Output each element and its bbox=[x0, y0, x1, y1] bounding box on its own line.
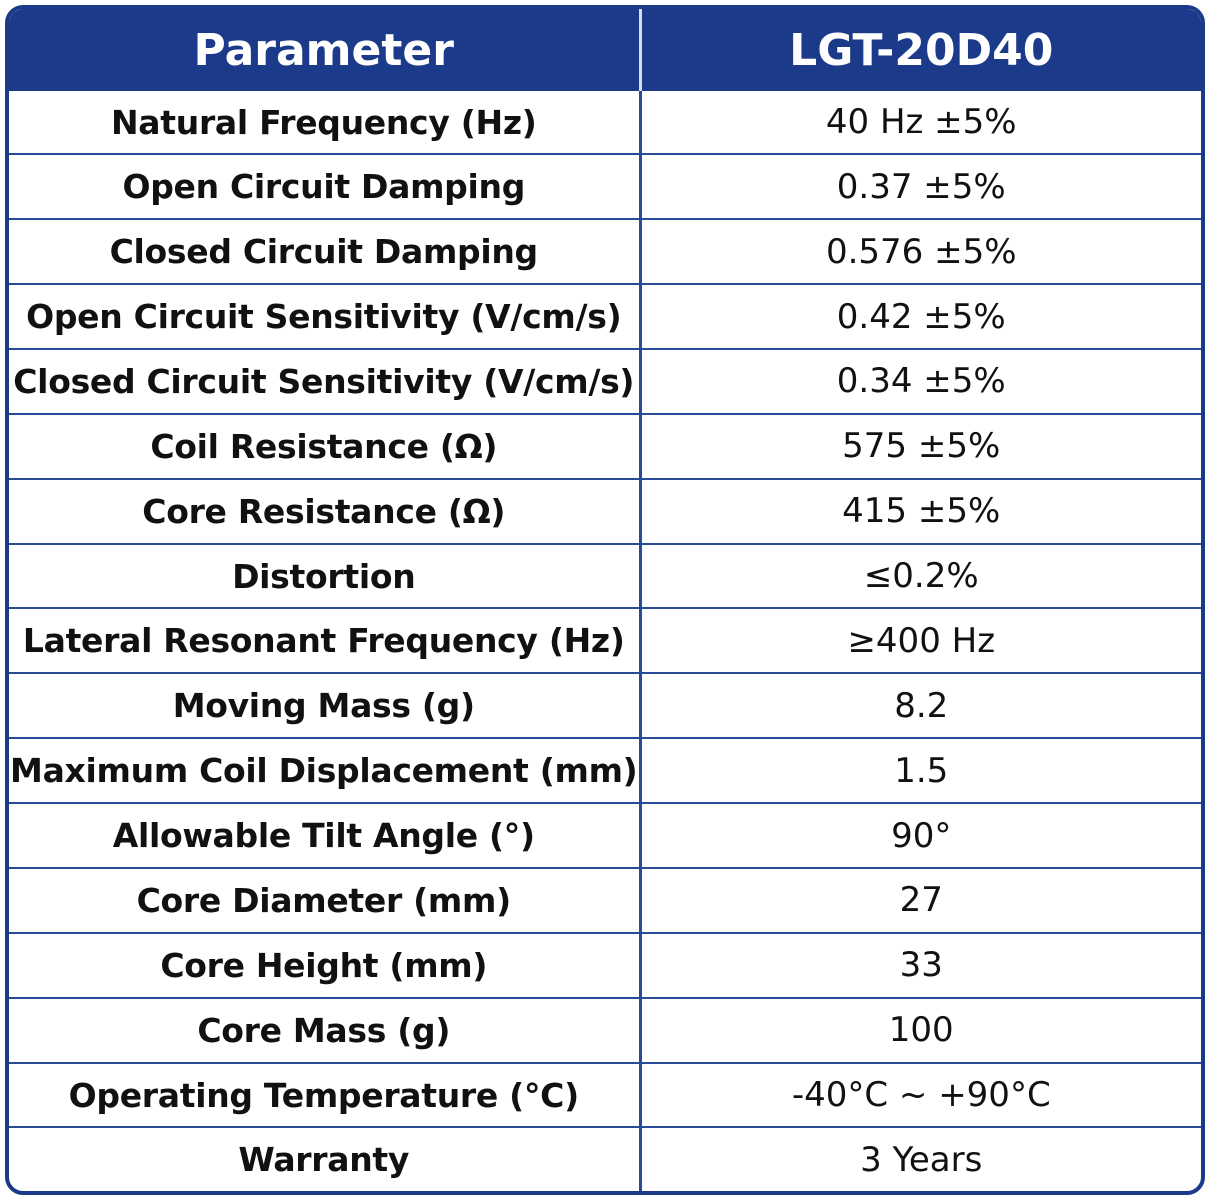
row-value: 40 Hz ±5% bbox=[825, 102, 1017, 143]
row-value: 3 Years bbox=[640, 1126, 1201, 1191]
row-parameter: Coil Resistance (Ω) bbox=[9, 412, 642, 479]
row-parameter: Open Circuit Sensitivity (V/cm/s) bbox=[9, 283, 642, 349]
row-parameter: Lateral Resonant Frequency (Hz) bbox=[9, 607, 642, 674]
table-row: Open Circuit Sensitivity (V/cm/s) 0.42 ±… bbox=[9, 283, 1201, 349]
row-value: ≤0.2% bbox=[640, 542, 1201, 609]
header-parameter: Parameter bbox=[9, 9, 642, 91]
row-parameter: Core Height (mm) bbox=[9, 931, 642, 998]
table-row: Closed Circuit Sensitivity (V/cm/s) 0.34… bbox=[9, 347, 1201, 414]
table-body: Natural Frequency (Hz) 40 Hz ±5% Open Ci… bbox=[9, 91, 1201, 1191]
table-row: Allowable Tilt Angle (°) 90° bbox=[9, 802, 1201, 868]
row-value: ≥400 Hz bbox=[640, 607, 1201, 674]
row-parameter: Core Mass (g) bbox=[9, 996, 642, 1063]
row-parameter: Distortion bbox=[9, 542, 642, 609]
row-value: 1.5 bbox=[640, 737, 1201, 804]
row-parameter: Maximum Coil Displacement (mm) bbox=[9, 737, 642, 804]
row-parameter: Core Diameter (mm) bbox=[9, 866, 642, 933]
table-header: Parameter LGT-20D40 bbox=[9, 9, 1201, 91]
table-row: Core Diameter (mm) 27 bbox=[9, 866, 1201, 933]
row-value: 415 ±5% bbox=[640, 477, 1201, 544]
row-parameter: Closed Circuit Damping bbox=[9, 218, 642, 285]
row-parameter: Open Circuit Damping bbox=[9, 153, 642, 220]
row-value: 0.42 ±5% bbox=[640, 283, 1201, 349]
table-row: Maximum Coil Displacement (mm) 1.5 bbox=[9, 737, 1201, 804]
table-row: Warranty 3 Years bbox=[9, 1126, 1201, 1191]
row-parameter: Closed Circuit Sensitivity (V/cm/s) bbox=[9, 347, 642, 414]
spec-table: Parameter LGT-20D40 Natural Frequency (H… bbox=[5, 5, 1205, 1195]
row-value: 8.2 bbox=[640, 672, 1201, 739]
row-value: 27 bbox=[640, 866, 1201, 933]
row-value: 0.34 ±5% bbox=[640, 347, 1201, 414]
row-parameter: Core Resistance (Ω) bbox=[9, 477, 642, 544]
row-parameter: Operating Temperature (°C) bbox=[9, 1061, 642, 1128]
table-row: Coil Resistance (Ω) 575 ±5% bbox=[9, 412, 1201, 479]
table-row: Distortion ≤0.2% bbox=[9, 542, 1201, 609]
row-parameter: Natural Frequency (Hz) bbox=[9, 91, 642, 155]
header-model: LGT-20D40 bbox=[640, 9, 1201, 91]
row-value: 0.37 ±5% bbox=[640, 153, 1201, 220]
table-row: Open Circuit Damping 0.37 ±5% bbox=[9, 153, 1201, 220]
row-value: 100 bbox=[640, 996, 1201, 1063]
row-value: 575 ±5% bbox=[640, 412, 1201, 479]
table-row: Core Height (mm) 33 bbox=[9, 931, 1201, 998]
row-parameter: Allowable Tilt Angle (°) bbox=[9, 802, 642, 868]
header-row: Parameter LGT-20D40 bbox=[9, 9, 1201, 91]
row-value: 33 bbox=[640, 931, 1201, 998]
row-parameter: Moving Mass (g) bbox=[9, 672, 642, 739]
row-value: -40°C ~ +90°C bbox=[640, 1061, 1201, 1128]
table-row: Operating Temperature (°C) -40°C ~ +90°C bbox=[9, 1061, 1201, 1128]
row-value: 0.576 ±5% bbox=[640, 218, 1201, 285]
table-row: Lateral Resonant Frequency (Hz) ≥400 Hz bbox=[9, 607, 1201, 674]
table-row: Core Resistance (Ω) 415 ±5% bbox=[9, 477, 1201, 544]
table-row: Natural Frequency (Hz) 40 Hz ±5% bbox=[9, 91, 1201, 155]
table-row: Moving Mass (g) 8.2 bbox=[9, 672, 1201, 739]
parameter-table: Parameter LGT-20D40 Natural Frequency (H… bbox=[9, 9, 1201, 1191]
table-row: Core Mass (g) 100 bbox=[9, 996, 1201, 1063]
table-row: Closed Circuit Damping 0.576 ±5% bbox=[9, 218, 1201, 285]
row-parameter: Warranty bbox=[9, 1126, 642, 1191]
row-value: 90° bbox=[640, 802, 1201, 868]
